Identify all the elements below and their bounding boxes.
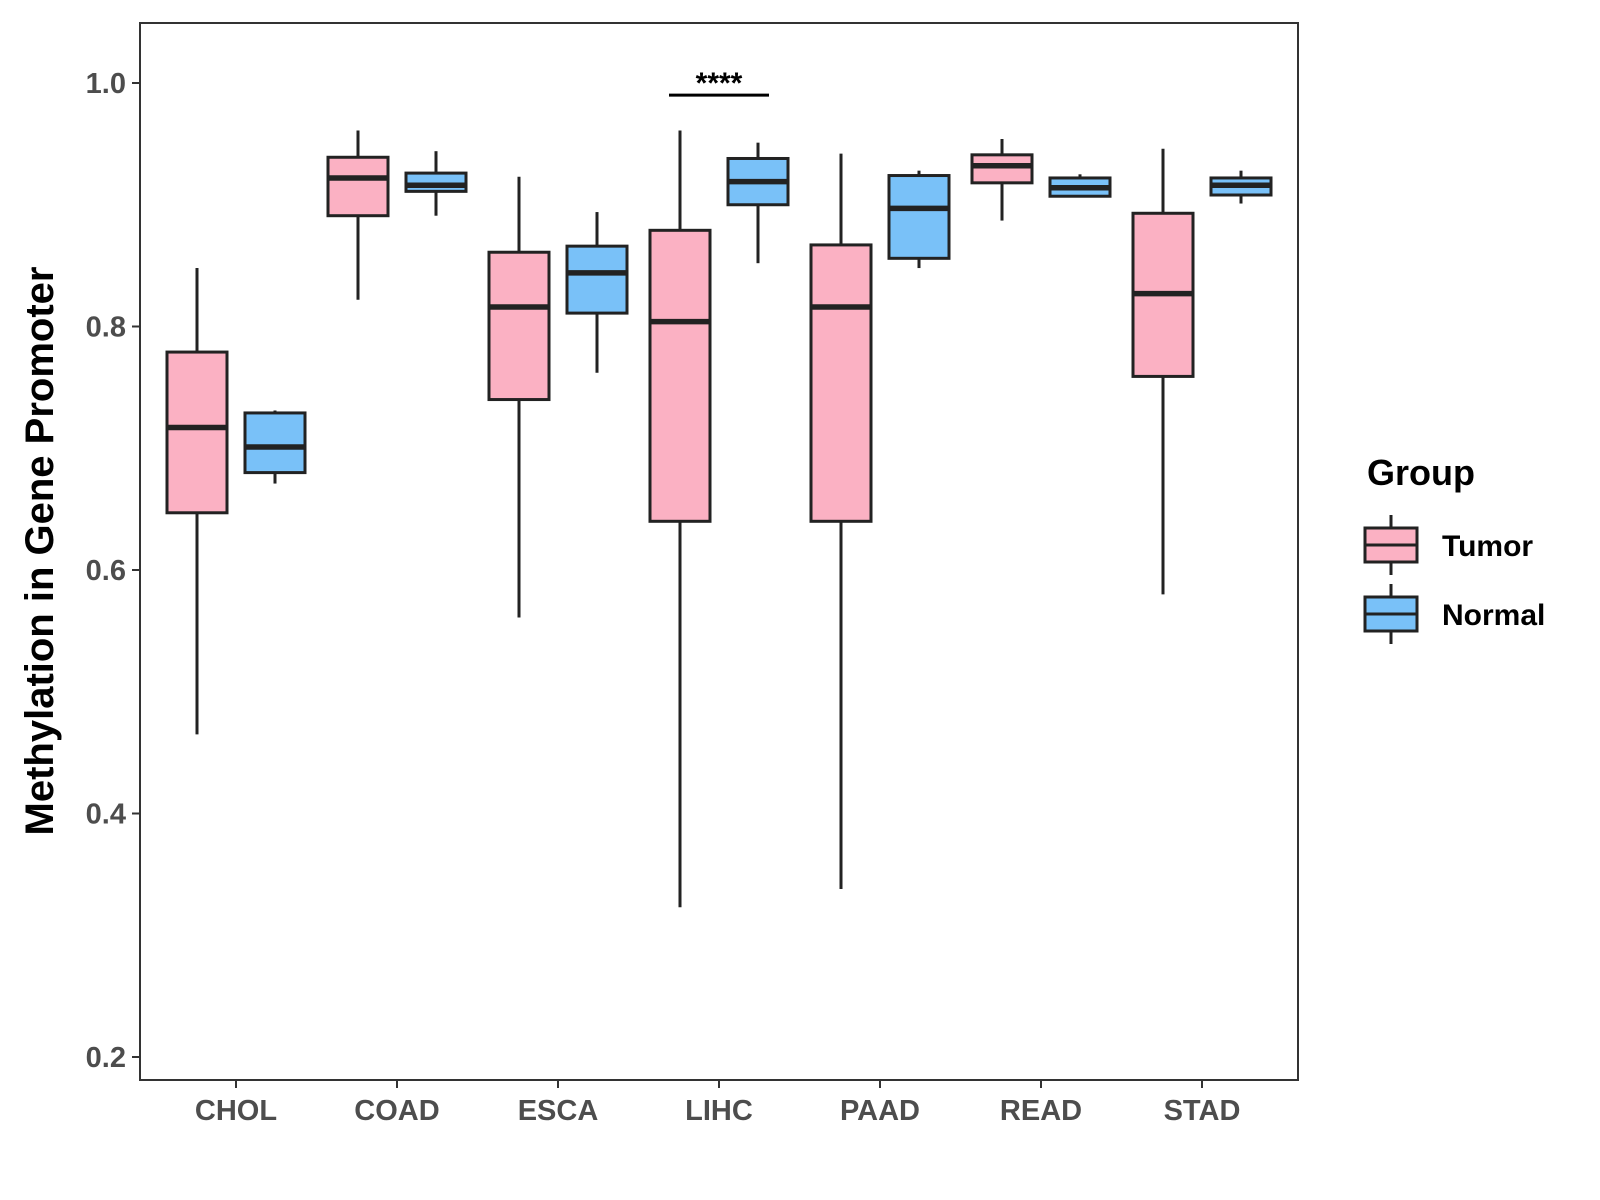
y-tick-label: 0.8 <box>86 312 126 344</box>
plot-panel <box>139 22 1299 1081</box>
y-axis: 0.2 0.4 0.6 0.8 1.0 <box>86 68 140 1074</box>
legend-label-tumor: Tumor <box>1442 530 1533 563</box>
series-tumor <box>165 130 1195 908</box>
legend-title: Group <box>1367 452 1475 493</box>
y-tick-label: 0.2 <box>86 1042 126 1074</box>
x-tick-label: READ <box>1000 1095 1082 1127</box>
legend-key-normal <box>1363 584 1419 644</box>
box-lihc-normal <box>726 142 790 264</box>
box-body <box>243 411 307 475</box>
box-chol-normal <box>243 410 307 484</box>
box-stad-tumor <box>1131 148 1195 595</box>
x-tick-label: COAD <box>354 1095 439 1127</box>
x-tick-label: LIHC <box>685 1095 753 1127</box>
box-body <box>887 174 951 260</box>
x-tick-label: STAD <box>1164 1095 1241 1127</box>
box-body <box>970 153 1034 185</box>
box-paad-normal <box>887 170 951 269</box>
box-chol-tumor <box>165 268 229 735</box>
x-axis: CHOL COAD ESCA LIHC PAAD READ STAD <box>195 1080 1240 1127</box>
box-coad-normal <box>404 151 468 216</box>
box-body <box>487 250 551 402</box>
box-lihc-tumor <box>648 130 712 908</box>
legend-key-tumor <box>1363 515 1419 575</box>
box-esca-normal <box>565 212 629 373</box>
box-read-tumor <box>970 139 1034 221</box>
x-tick-label: ESCA <box>518 1095 599 1127</box>
box-paad-tumor <box>809 153 873 889</box>
box-body <box>404 171 468 193</box>
box-esca-tumor <box>487 176 551 618</box>
box-layer <box>165 130 1273 908</box>
x-tick-label: CHOL <box>195 1095 277 1127</box>
y-tick-label: 0.4 <box>86 799 126 831</box>
box-body <box>565 244 629 315</box>
x-tick-label: PAAD <box>840 1095 920 1127</box>
significance-label: **** <box>696 67 743 100</box>
legend: Group Tumor Normal <box>1363 452 1545 644</box>
y-tick-label: 1.0 <box>86 68 126 100</box>
annotation-layer: **** <box>669 67 769 100</box>
box-body <box>165 350 229 515</box>
box-coad-tumor <box>326 130 390 300</box>
box-read-normal <box>1048 174 1112 198</box>
box-stad-normal <box>1209 170 1273 204</box>
y-axis-title: Methylation in Gene Promoter <box>18 267 62 836</box>
box-body <box>809 243 873 523</box>
box-body <box>648 228 712 523</box>
series-normal <box>243 142 1273 484</box>
box-body <box>326 155 390 218</box>
legend-label-normal: Normal <box>1442 599 1545 632</box>
y-tick-label: 0.6 <box>86 555 126 587</box>
